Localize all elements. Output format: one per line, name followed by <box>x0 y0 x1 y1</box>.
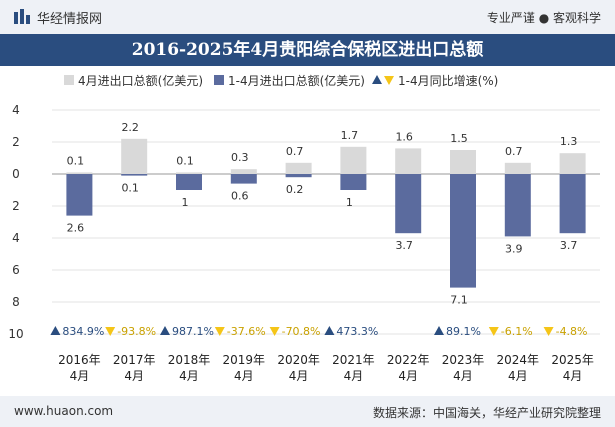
bar-april <box>230 169 257 174</box>
data-label-april: 0.1 <box>176 154 194 167</box>
bar-cumulative <box>504 174 531 237</box>
bar-april <box>504 162 531 174</box>
growth-label: 89.1% <box>446 325 481 338</box>
chart: 4月进出口总额(亿美元) 1-4月进出口总额(亿美元) 1-4月同比增速(%) 4 2… <box>8 73 600 383</box>
legend-triangle-up-icon <box>372 75 382 84</box>
y-tick-label: 6 <box>12 263 20 277</box>
x-tick-label: 2017年 4月 <box>113 353 156 383</box>
bar-april <box>395 148 422 174</box>
growth-label: 834.9% <box>62 325 104 338</box>
data-label-cumulative: 1 <box>346 196 353 209</box>
growth-down-icon <box>269 327 280 336</box>
legend-swatch-april <box>64 75 74 85</box>
brand-name: 华经情报网 <box>37 12 103 27</box>
bar-april <box>121 138 148 174</box>
bar-cumulative <box>230 174 257 184</box>
chart-title: 2016-2025年4月贵阳综合保税区进出口总额 <box>0 34 615 66</box>
y-tick-label: 2 <box>12 199 20 213</box>
data-label-cumulative: 3.7 <box>560 239 578 252</box>
growth-label: 473.3% <box>336 325 378 338</box>
y-tick-label: 10 <box>8 327 23 341</box>
data-labels: 0.1 2.6 2.2 0.1 0.1 1 0.3 0.6 0.7 0.2 1.7 1 1.6 3.7 1.… <box>67 121 578 307</box>
y-axis: 4 2 0 2 4 6 8 10 <box>8 103 23 341</box>
legend-triangle-down-icon <box>384 76 394 85</box>
logo-icon <box>14 9 30 24</box>
x-tick-label: 2019年 4月 <box>223 353 266 383</box>
growth-up-icon <box>50 326 61 335</box>
growth-up-icon <box>160 326 170 335</box>
growth-up-icon <box>324 326 335 335</box>
bar-cumulative <box>66 174 93 216</box>
bar-cumulative <box>285 174 312 178</box>
bar-april <box>559 153 586 174</box>
bar-cumulative <box>395 174 422 234</box>
growth-label: 987.1% <box>172 325 214 338</box>
x-tick-label: 2024年 4月 <box>497 353 540 383</box>
bar-cumulative <box>121 174 148 176</box>
y-tick-label: 8 <box>12 295 20 309</box>
x-tick-label: 2021年 4月 <box>332 353 375 383</box>
x-tick-label: 2016年 4月 <box>58 353 101 383</box>
bar-april <box>450 150 476 174</box>
legend: 4月进出口总额(亿美元) 1-4月进出口总额(亿美元) 1-4月同比增速(%) <box>64 73 498 88</box>
growth-label: -6.1% <box>501 325 533 338</box>
data-label-cumulative: 0.6 <box>231 190 249 203</box>
growth-labels: 834.9% -93.8% 987.1% -37.6% -70.8% 473.3% 89.1… <box>50 325 588 338</box>
x-tick-label: 2020年 4月 <box>277 353 320 383</box>
y-tick-label: 4 <box>12 231 20 245</box>
data-label-cumulative: 1 <box>182 196 189 209</box>
growth-down-icon <box>214 327 225 336</box>
data-label-april: 0.7 <box>505 145 523 158</box>
data-label-cumulative: 3.7 <box>395 239 413 252</box>
legend-label: 1-4月同比增速(%) <box>398 74 498 88</box>
data-label-april: 2.2 <box>121 121 139 134</box>
y-tick-label: 4 <box>12 103 20 117</box>
data-label-april: 1.7 <box>341 129 359 142</box>
growth-up-icon <box>434 326 444 335</box>
data-label-april: 0.3 <box>231 151 249 164</box>
bar-cumulative <box>340 174 367 190</box>
data-label-cumulative: 2.6 <box>67 222 85 235</box>
x-axis: 2016年 4月 2017年 4月 2018年 4月 2019年 4月 2020年 4月 2021年… <box>58 353 594 383</box>
y-tick-label: 2 <box>12 135 20 149</box>
data-label-april: 1.5 <box>450 132 468 145</box>
bar-april <box>66 172 93 174</box>
data-label-april: 0.1 <box>67 154 85 167</box>
tagline: 专业严谨 ● 客观科学 <box>486 11 601 25</box>
growth-down-icon <box>105 327 116 336</box>
website-link[interactable]: www.huaon.com <box>14 404 114 418</box>
growth-down-icon <box>488 327 499 336</box>
footer: www.huaon.com 数据来源：中国海关，华经产业研究院整理 <box>0 396 615 427</box>
x-tick-label: 2025年 4月 <box>551 353 594 383</box>
x-tick-label: 2023年 4月 <box>442 353 485 383</box>
bar-april <box>340 146 367 174</box>
bar-april <box>176 172 202 174</box>
legend-label: 4月进出口总额(亿美元) <box>78 73 203 88</box>
bars <box>66 138 586 288</box>
bar-cumulative <box>176 174 202 190</box>
growth-label: -4.8% <box>556 325 588 338</box>
data-label-cumulative: 3.9 <box>505 242 523 255</box>
growth-label: -93.8% <box>117 325 156 338</box>
data-label-cumulative: 7.1 <box>450 294 468 307</box>
data-source: 数据来源：中国海关，华经产业研究院整理 <box>372 406 601 420</box>
data-label-april: 1.6 <box>395 130 413 143</box>
bar-april <box>285 162 312 174</box>
x-tick-label: 2018年 4月 <box>168 353 211 383</box>
bar-cumulative <box>450 174 476 288</box>
growth-label: -37.6% <box>227 325 266 338</box>
y-tick-label: 0 <box>12 167 20 181</box>
growth-label: -70.8% <box>282 325 321 338</box>
data-label-april: 1.3 <box>560 135 578 148</box>
legend-swatch-cumulative <box>214 75 224 85</box>
data-label-cumulative: 0.2 <box>286 183 304 196</box>
bar-cumulative <box>559 174 586 234</box>
growth-down-icon <box>543 327 554 336</box>
x-tick-label: 2022年 4月 <box>387 353 430 383</box>
top-bar: 华经情报网 专业严谨 ● 客观科学 <box>0 0 615 34</box>
data-label-cumulative: 0.1 <box>121 182 139 195</box>
legend-label: 1-4月进出口总额(亿美元) <box>228 73 365 88</box>
data-label-april: 0.7 <box>286 145 304 158</box>
